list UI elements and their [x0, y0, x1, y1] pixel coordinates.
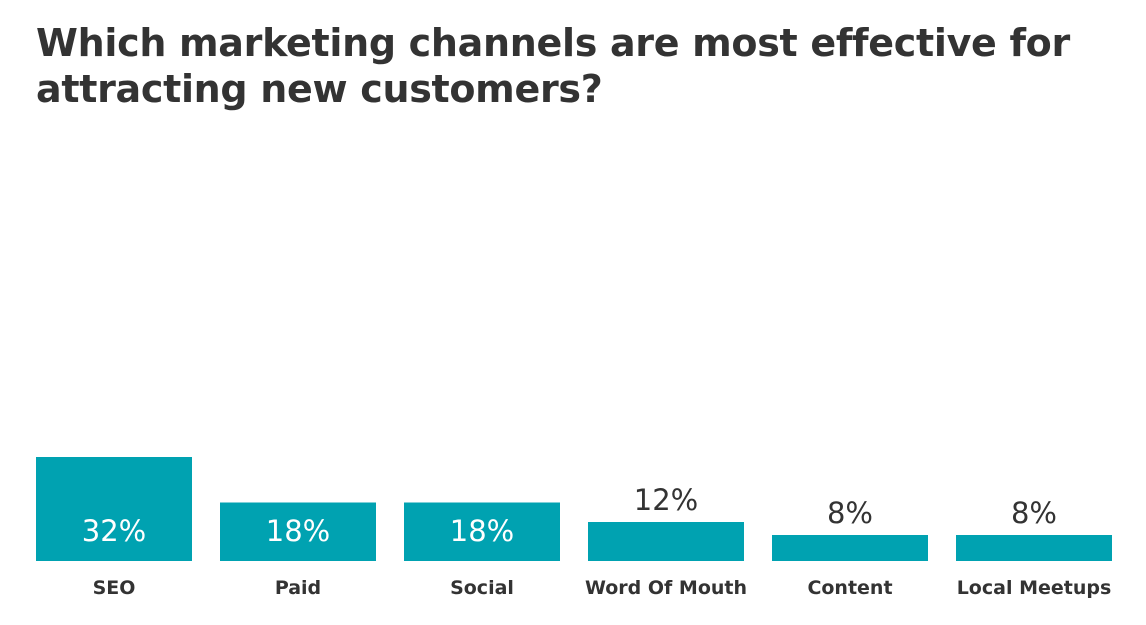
value-label: 18%: [450, 514, 514, 548]
bar-seo: [36, 457, 192, 561]
category-label: Word Of Mouth: [585, 577, 747, 599]
bar-social: [404, 502, 560, 561]
chart-title: Which marketing channels are most effect…: [36, 21, 1070, 111]
category-label: Content: [807, 577, 892, 599]
value-label: 32%: [82, 514, 146, 548]
bar-word-of-mouth: [588, 522, 744, 561]
bar-content: [772, 535, 928, 561]
value-label: 18%: [266, 514, 330, 548]
category-label: SEO: [93, 577, 136, 599]
category-label: Paid: [275, 577, 321, 599]
value-label: 8%: [1011, 496, 1057, 530]
value-label: 8%: [827, 496, 873, 530]
bar-paid: [220, 502, 376, 561]
value-label: 12%: [634, 483, 698, 517]
category-label: Local Meetups: [957, 577, 1112, 599]
category-label: Social: [450, 577, 514, 599]
bar-local-meetups: [956, 535, 1112, 561]
